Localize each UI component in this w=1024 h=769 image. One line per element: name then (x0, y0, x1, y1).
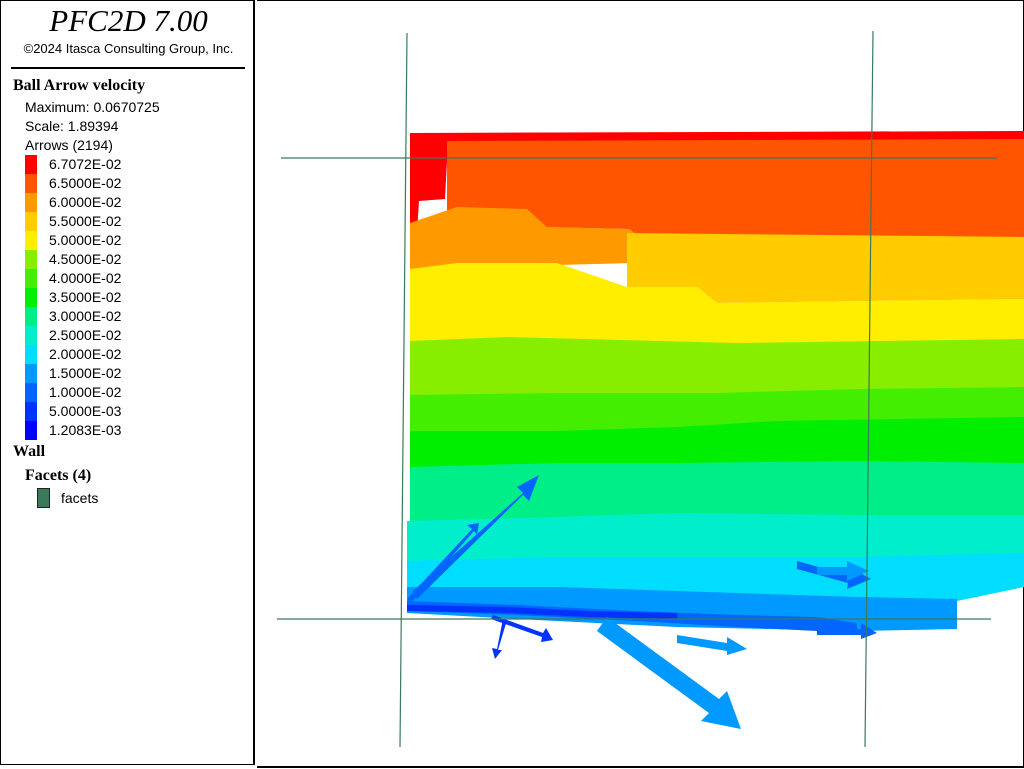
ramp-swatch (25, 155, 37, 174)
ramp-label: 5.0000E-02 (49, 232, 122, 248)
ramp-swatch (25, 326, 37, 345)
maximum-text: Maximum: 0.0670725 (25, 99, 160, 115)
arrows-count-text: Arrows (2194) (25, 137, 113, 153)
arrow-glyph (492, 619, 507, 659)
ramp-label: 5.0000E-03 (49, 403, 122, 419)
ramp-swatch (25, 364, 37, 383)
ramp-swatch (25, 421, 37, 440)
ramp-label: 1.2083E-03 (49, 422, 122, 438)
ramp-label: 2.5000E-02 (49, 327, 122, 343)
wall-facet (864, 30, 874, 748)
ramp-swatch (25, 288, 37, 307)
ramp-label: 5.5000E-02 (49, 213, 122, 229)
ramp-swatch (25, 383, 37, 402)
band-5-5000e-02 (627, 233, 1024, 303)
ramp-label: 6.0000E-02 (49, 194, 122, 210)
wall-facet (399, 32, 408, 748)
band-4-0000e-02 (410, 387, 1024, 443)
ramp-label: 1.5000E-02 (49, 365, 122, 381)
arrow-glyph (491, 615, 553, 642)
ramp-label: 4.5000E-02 (49, 251, 122, 267)
facets-label: facets (61, 490, 99, 506)
ramp-label: 6.7072E-02 (49, 156, 122, 172)
ramp-swatch (25, 307, 37, 326)
ramp-label: 3.0000E-02 (49, 308, 122, 324)
ramp-swatch (25, 250, 37, 269)
app-title: PFC2D 7.00 (49, 3, 208, 38)
band-5-0000e-03 (407, 605, 677, 619)
arrow-glyph (677, 635, 747, 655)
arrow-glyph (597, 617, 741, 729)
band-4-5000e-02 (410, 337, 1024, 405)
legend-divider (11, 67, 245, 69)
legend-panel: PFC2D 7.00 ©2024 Itasca Consulting Group… (0, 0, 255, 765)
copyright-text: ©2024 Itasca Consulting Group, Inc. (23, 41, 234, 56)
ramp-label: 6.5000E-02 (49, 175, 122, 191)
band-5-0000e-02 (410, 263, 1024, 351)
band-6-5000e-02 (447, 139, 1024, 239)
scale-text: Scale: 1.89394 (25, 118, 119, 134)
ramp-swatch (25, 231, 37, 250)
velocity-plot (277, 30, 1024, 748)
facets-heading: Facets (4) (25, 467, 92, 484)
arrow-glyph (817, 623, 877, 639)
ramp-swatch (25, 174, 37, 193)
ramp-label: 3.5000E-02 (49, 289, 122, 305)
ramp-swatch (25, 345, 37, 364)
wall-facets (277, 30, 997, 748)
ramp-swatch (25, 269, 37, 288)
velocity-arrows (407, 475, 877, 729)
band-6-0000e-02 (410, 207, 637, 275)
velocity-bands (407, 131, 1024, 633)
facets-swatch (37, 488, 50, 508)
arrow-glyph (407, 523, 479, 603)
arrow-glyph (413, 475, 539, 599)
ball-arrow-heading: Ball Arrow velocity (13, 77, 146, 94)
ramp-label: 4.0000E-02 (49, 270, 122, 286)
ramp-swatch (25, 402, 37, 421)
ramp-label: 2.0000E-02 (49, 346, 122, 362)
ramp-label: 1.0000E-02 (49, 384, 122, 400)
plot-viewport[interactable] (257, 0, 1024, 768)
ramp-swatch (25, 193, 37, 212)
wall-heading: Wall (13, 443, 46, 460)
arrow-glyph (817, 561, 869, 581)
ramp-swatch (25, 212, 37, 231)
